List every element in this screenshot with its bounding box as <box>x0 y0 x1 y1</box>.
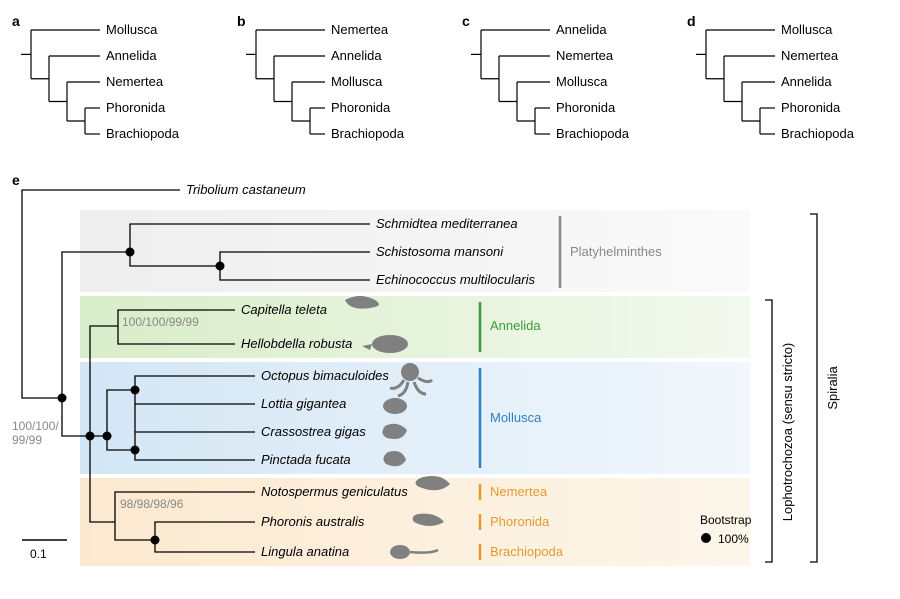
taxon-c-3: Phoronida <box>556 100 616 115</box>
taxon-b-1: Annelida <box>331 48 382 63</box>
support-lopho-l1: 100/100/ <box>12 419 59 433</box>
svg-text:100%: 100% <box>718 532 749 546</box>
small-panel-a: a Mollusca Annelida Nemertea Phoronida Brachi… <box>12 13 180 141</box>
species-crassostrea: Crassostrea gigas <box>261 424 366 439</box>
taxon-d-4: Brachiopoda <box>781 126 855 141</box>
taxon-d-2: Annelida <box>781 74 832 89</box>
species-echinococcus: Echinococcus multilocularis <box>376 272 535 287</box>
taxon-c-1: Nemertea <box>556 48 614 63</box>
label-lophotrochozoa: Lophotrochozoa (sensu stricto) <box>780 343 795 521</box>
taxon-b-4: Brachiopoda <box>331 126 405 141</box>
taxon-b-3: Phoronida <box>331 100 391 115</box>
taxon-d-1: Nemertea <box>781 48 839 63</box>
species-lottia: Lottia gigantea <box>261 396 346 411</box>
species-tribolium: Tribolium castaneum <box>186 182 306 197</box>
species-notospermus: Notospermus geniculatus <box>261 484 408 499</box>
group-label-brachiopoda: Brachiopoda <box>490 544 564 559</box>
group-label-nemertea: Nemertea <box>490 484 548 499</box>
species-phoronis: Phoronis australis <box>261 514 365 529</box>
taxon-d-3: Phoronida <box>781 100 841 115</box>
panel-label-a: a <box>12 13 20 29</box>
taxon-c-0: Annelida <box>556 22 607 37</box>
taxon-a-4: Brachiopoda <box>106 126 180 141</box>
scale-label: 0.1 <box>30 547 47 561</box>
species-pinctada: Pinctada fucata <box>261 452 351 467</box>
group-label-platy: Platyhelminthes <box>570 244 662 259</box>
panel-label-e: e <box>12 172 20 188</box>
taxon-a-3: Phoronida <box>106 100 166 115</box>
species-lingula: Lingula anatina <box>261 544 349 559</box>
svg-text:Bootstrap: Bootstrap <box>700 513 752 527</box>
label-spiralia: Spiralia <box>825 366 840 410</box>
taxon-a-1: Annelida <box>106 48 157 63</box>
taxon-d-0: Mollusca <box>781 22 833 37</box>
taxon-b-0: Nemertea <box>331 22 389 37</box>
taxon-c-4: Brachiopoda <box>556 126 630 141</box>
taxon-a-2: Nemertea <box>106 74 164 89</box>
species-schmidtea: Schmidtea mediterranea <box>376 216 518 231</box>
group-label-annelida: Annelida <box>490 318 541 333</box>
species-hellobdella: Hellobdella robusta <box>241 336 352 351</box>
taxon-a-0: Mollusca <box>106 22 158 37</box>
support-annelida: 100/100/99/99 <box>122 315 199 329</box>
group-label-phoronida: Phoronida <box>490 514 550 529</box>
small-panel-b: b Nemertea Annelida Mollusca Phoronida Brachi… <box>237 13 405 141</box>
panel-label-b: b <box>237 13 246 29</box>
taxon-b-2: Mollusca <box>331 74 383 89</box>
species-octopus: Octopus bimaculoides <box>261 368 389 383</box>
species-schistosoma: Schistosoma mansoni <box>376 244 504 259</box>
support-nem: 98/98/98/96 <box>120 497 184 511</box>
taxon-c-2: Mollusca <box>556 74 608 89</box>
support-lopho-l2: 99/99 <box>12 433 42 447</box>
panel-label-d: d <box>687 13 696 29</box>
group-label-mollusca: Mollusca <box>490 410 542 425</box>
small-panel-d: d Mollusca Nemertea Annelida Phoronida Brachi… <box>687 13 855 141</box>
small-panel-c: c Annelida Nemertea Mollusca Phoronida Brachi… <box>462 13 630 141</box>
panel-label-c: c <box>462 13 470 29</box>
species-capitella: Capitella teleta <box>241 302 327 317</box>
